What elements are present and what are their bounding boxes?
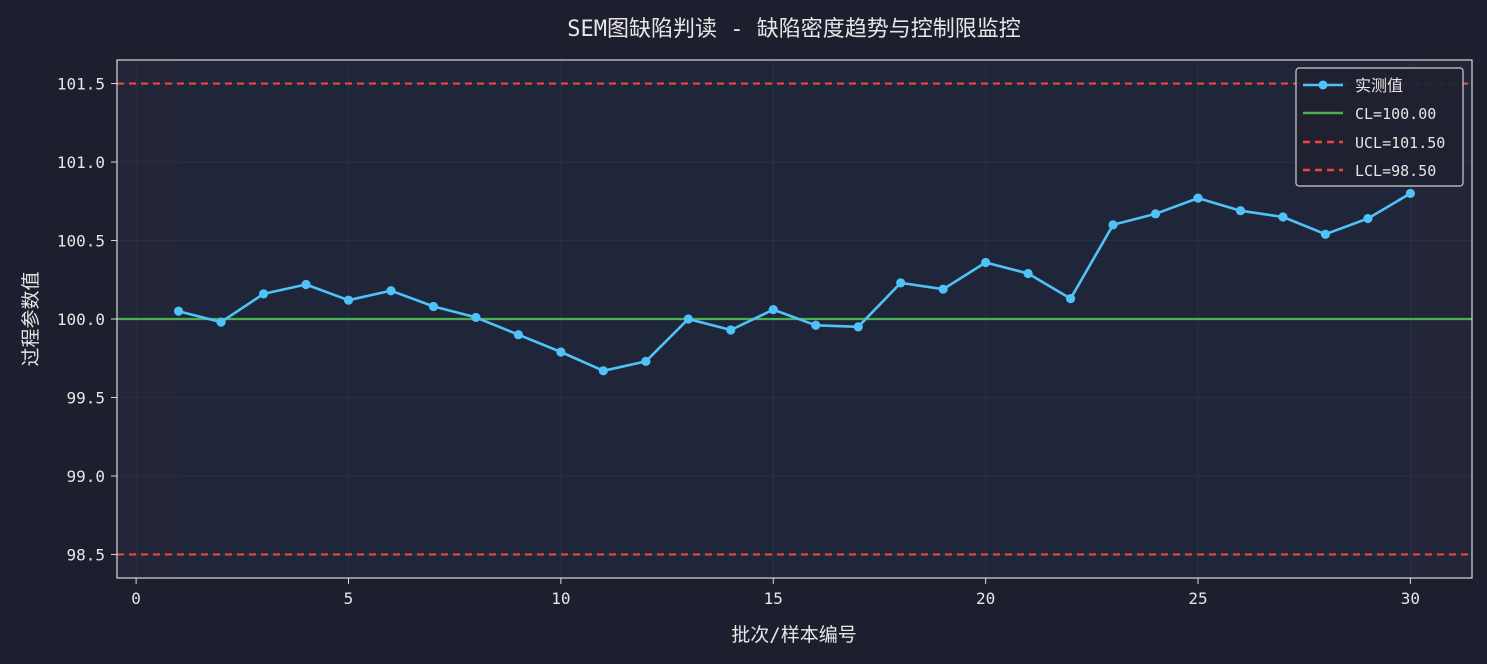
y-tick-label: 99.5: [66, 388, 105, 407]
measured-point: [1065, 293, 1076, 304]
legend-label-ucl: UCL=101.50: [1355, 134, 1445, 152]
measured-point: [811, 320, 821, 330]
legend-item-ucl: UCL=101.50: [1303, 134, 1445, 152]
measured-point: [1108, 220, 1118, 230]
legend-label-measured: 实测值: [1355, 76, 1403, 95]
measured-point: [1278, 212, 1288, 222]
measured-point: [216, 317, 226, 327]
y-tick-label: 101.5: [57, 75, 105, 94]
legend-item-measured: 实测值: [1303, 76, 1403, 95]
measured-point: [556, 347, 566, 357]
measured-point: [1363, 213, 1373, 224]
axis-ticks: 0 5 10 15 20 25 30 98.5 99.0 99.5 100.0 100.5 101.0 1…: [57, 75, 1420, 608]
measured-point: [1320, 229, 1331, 239]
measured-point: [258, 289, 269, 299]
legend-item-lcl: LCL=98.50: [1303, 162, 1436, 180]
legend-box: [1295, 67, 1464, 187]
measured-point: [173, 306, 184, 316]
y-tick-label: 101.0: [57, 153, 105, 172]
measured-point: [981, 257, 991, 268]
x-tick-label: 5: [344, 589, 354, 608]
chart-title: SEM图缺陷判读 - 缺陷密度趋势与控制限监控: [567, 17, 1020, 42]
x-tick-label: 20: [976, 589, 995, 608]
measured-point: [896, 278, 906, 288]
measured-point: [1023, 268, 1033, 279]
measured-point: [301, 279, 311, 290]
measured-point: [683, 314, 693, 324]
y-tick-label: 99.0: [66, 467, 105, 486]
legend-label-cl: CL=100.00: [1355, 105, 1436, 123]
legend-item-cl: CL=100.00: [1303, 105, 1436, 123]
measured-point: [428, 301, 439, 312]
y-axis-label: 过程参数值: [20, 271, 42, 366]
measured-point: [938, 284, 948, 294]
measured-point: [641, 356, 651, 366]
measured-point: [386, 286, 396, 296]
y-tick-label: 98.5: [66, 545, 105, 564]
x-tick-label: 30: [1401, 589, 1420, 608]
control-limit-lines: [117, 82, 1472, 556]
legend-label-lcl: LCL=98.50: [1355, 162, 1436, 180]
measured-point: [343, 295, 354, 305]
x-tick-label: 25: [1188, 589, 1207, 608]
x-tick-label: 0: [131, 589, 141, 608]
measured-point: [1405, 188, 1416, 199]
measured-point: [1150, 209, 1161, 219]
y-tick-label: 100.0: [57, 310, 105, 329]
y-tick-label: 100.5: [57, 232, 105, 251]
legend-marker-measured: [1318, 80, 1328, 90]
measured-point: [471, 312, 481, 323]
legend: 实测值 CL=100.00 UCL=101.50 LCL=98.50: [1295, 67, 1464, 187]
measured-point: [726, 325, 736, 335]
measured-line: [178, 192, 1412, 373]
measured-point: [1193, 193, 1203, 203]
measured-series: [173, 188, 1416, 376]
measured-point: [1235, 206, 1246, 216]
x-tick-label: 15: [764, 589, 783, 608]
x-tick-label: 10: [551, 589, 570, 608]
measured-point: [768, 304, 778, 315]
measured-point: [598, 366, 608, 376]
measured-point: [513, 330, 524, 340]
measured-point: [853, 322, 863, 332]
x-axis-label: 批次/样本编号: [731, 624, 856, 646]
